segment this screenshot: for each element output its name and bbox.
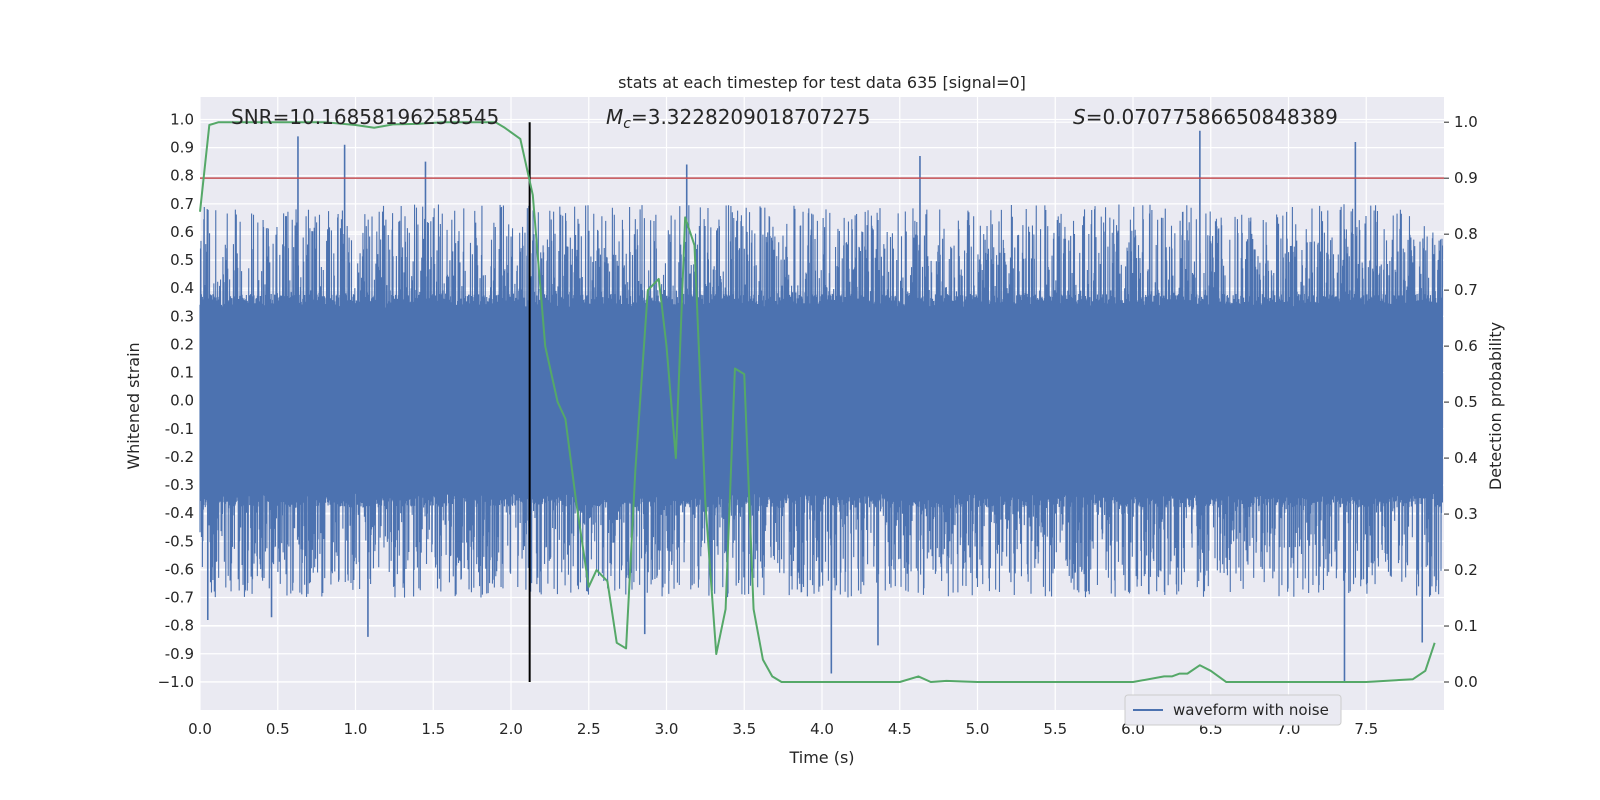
left-y-tick-label: −1.0: [158, 673, 194, 691]
x-tick-label: 2.0: [499, 720, 523, 738]
x-tick-label: 3.0: [655, 720, 679, 738]
right-y-tick-label: 1.0: [1454, 113, 1478, 131]
overlay-lines: [200, 122, 1444, 683]
mc-value: =3.3228209018707275: [631, 105, 870, 129]
x-tick-label: 5.0: [966, 720, 990, 738]
right-y-tick-label: 0.3: [1454, 505, 1478, 523]
probability-series: [199, 121, 1436, 684]
legend-box: [1124, 694, 1342, 726]
x-tick-label: 4.5: [888, 720, 912, 738]
right-y-tick-label: 0.6: [1454, 337, 1478, 355]
snr-label: SNR: [231, 105, 273, 129]
x-tick-label: 4.0: [810, 720, 834, 738]
mc-symbol: M: [606, 105, 623, 129]
left-y-axis-ticks: 1.0 0.9 0.8 0.7 0.6 0.5 0.4 0.3 0.2 0.1 0.0 -0.1 -0.…: [158, 110, 194, 690]
left-y-tick-label: 0.4: [170, 279, 194, 297]
left-y-tick-label: 0.2: [170, 335, 194, 353]
left-y-tick-label: 0.5: [170, 251, 194, 269]
x-tick-label: 1.5: [421, 720, 445, 738]
x-tick-label: 1.0: [344, 720, 368, 738]
legend-entry-waveform: waveform with noise: [1173, 701, 1329, 719]
left-y-tick-label: -0.9: [165, 645, 194, 663]
left-y-tick-label: 0.6: [170, 223, 194, 241]
x-tick-label: 3.5: [732, 720, 756, 738]
left-y-tick-label: -0.5: [165, 532, 194, 550]
left-y-tick-label: 0.8: [170, 167, 194, 185]
left-y-tick-label: 1.0: [170, 110, 194, 128]
x-axis-label: Time (s): [788, 748, 854, 767]
snr-value: =10.16858196258545: [273, 105, 500, 129]
left-y-tick-label: 0.0: [170, 392, 194, 410]
right-y-axis-ticks: 1.0 0.9 0.8 0.7 0.6 0.5 0.4 0.3 0.2 0.1 0.0: [1444, 113, 1478, 691]
right-y-tick-label: 0.1: [1454, 617, 1478, 635]
s-annotation: S=0.07077586650848389: [1073, 105, 1338, 129]
left-y-tick-label: 0.7: [170, 195, 194, 213]
left-y-tick-label: 0.3: [170, 307, 194, 325]
left-y-tick-label: -0.1: [165, 420, 194, 438]
left-y-tick-label: -0.2: [165, 448, 194, 466]
right-y-tick-label: 0.7: [1454, 281, 1478, 299]
left-y-axis-label: Whitened strain: [124, 342, 143, 469]
right-y-tick-label: 0.5: [1454, 393, 1478, 411]
chirp-mass-annotation: Mc=3.3228209018707275: [606, 105, 870, 132]
snr-annotation: SNR=10.16858196258545: [231, 105, 499, 129]
right-y-tick-label: 0.0: [1454, 673, 1478, 691]
right-y-tick-label: 0.2: [1454, 561, 1478, 579]
x-tick-label: 5.5: [1043, 720, 1067, 738]
chart-title: stats at each timestep for test data 635…: [618, 73, 1026, 92]
mc-subscript: c: [623, 116, 631, 132]
waveform-trace: [199, 204, 1443, 598]
waveform-series: [199, 130, 1443, 682]
right-y-tick-label: 0.4: [1454, 449, 1478, 467]
left-y-tick-label: -0.4: [165, 504, 194, 522]
left-y-tick-label: -0.8: [165, 617, 194, 635]
x-tick-label: 0.5: [266, 720, 290, 738]
x-tick-label: 2.5: [577, 720, 601, 738]
right-y-axis-label: Detection probability: [1486, 322, 1505, 490]
left-y-tick-label: 0.9: [170, 139, 194, 157]
left-y-tick-label: -0.3: [165, 476, 194, 494]
x-tick-label: 7.5: [1354, 720, 1378, 738]
right-y-tick-label: 0.8: [1454, 225, 1478, 243]
s-symbol: S: [1073, 105, 1086, 129]
right-y-tick-label: 0.9: [1454, 169, 1478, 187]
x-axis-ticks: 0.0 0.5 1.0 1.5 2.0 2.5 3.0 3.5 4.0 4.5 5.0 5.5 6.0 6…: [188, 720, 1378, 738]
s-value: =0.07077586650848389: [1086, 105, 1338, 129]
legend: waveform with noise: [1124, 694, 1342, 726]
left-y-tick-label: -0.7: [165, 589, 194, 607]
probability-line: [199, 121, 1436, 684]
x-tick-label: 0.0: [188, 720, 212, 738]
left-y-tick-label: -0.6: [165, 560, 194, 578]
left-y-tick-label: 0.1: [170, 364, 194, 382]
